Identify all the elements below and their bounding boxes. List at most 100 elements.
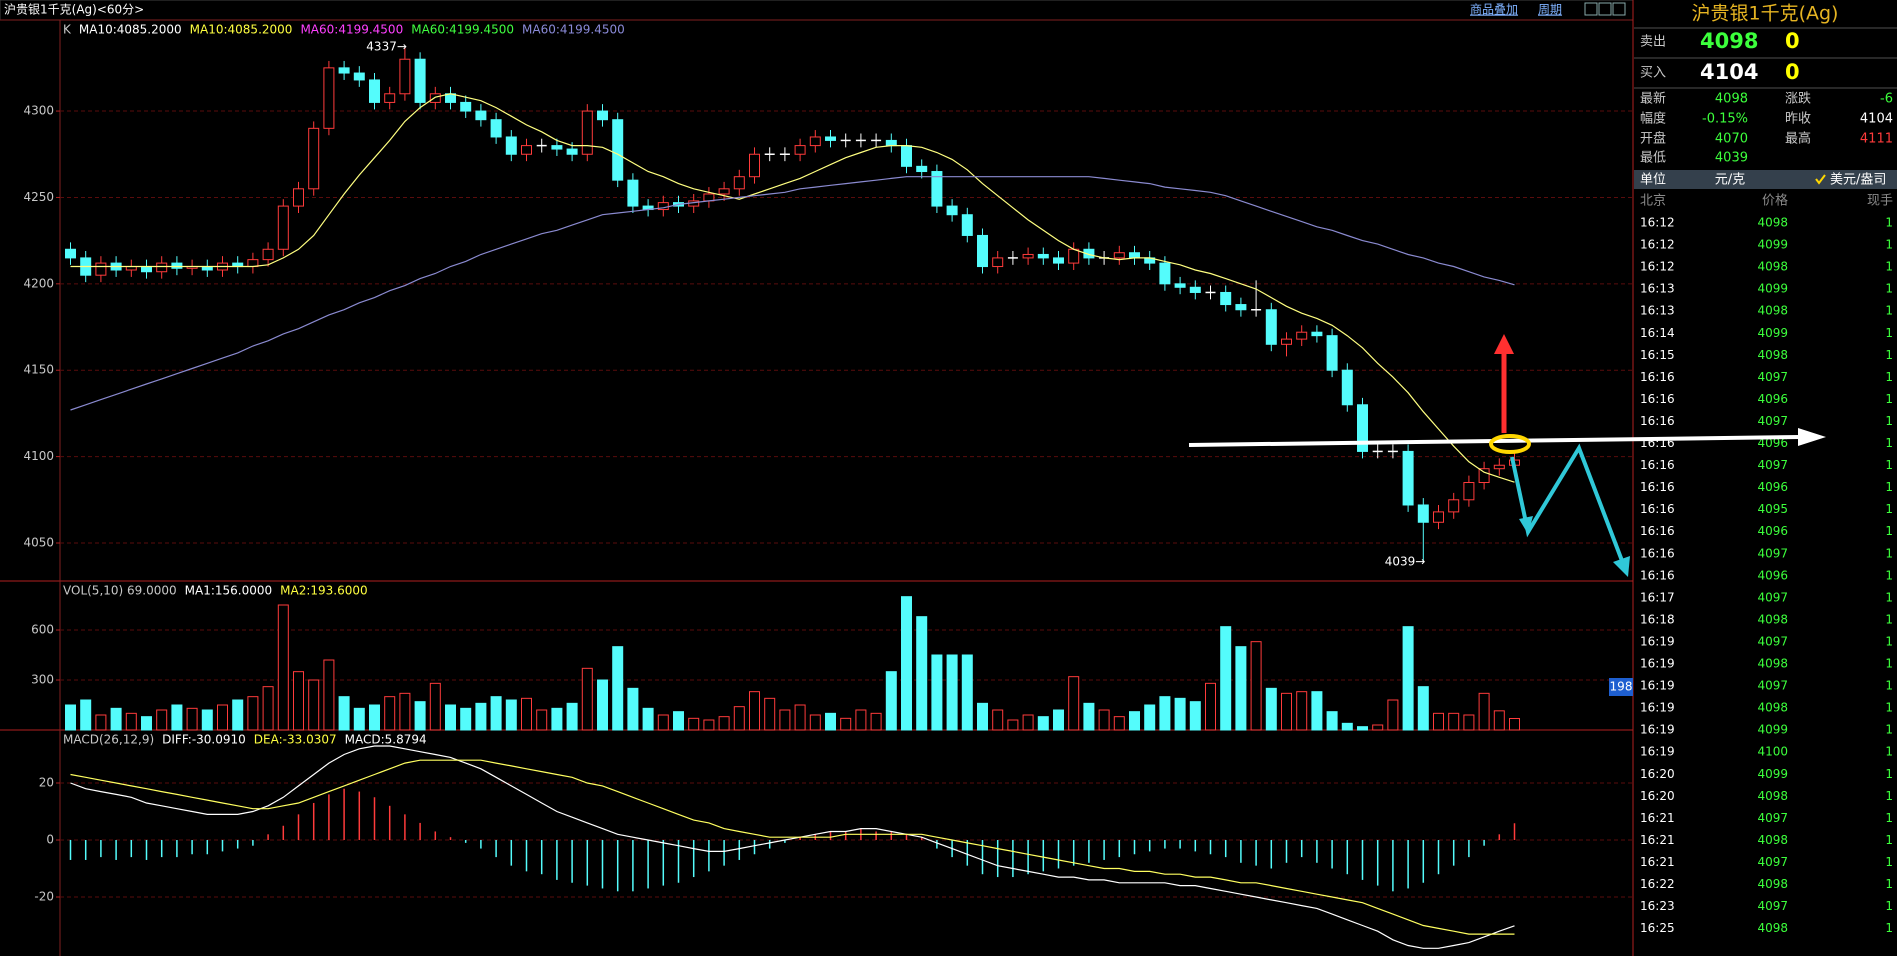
tick-price: 4096 — [1757, 568, 1788, 582]
menu-item[interactable]: 商品叠加 — [1470, 2, 1518, 17]
plot-area: 4050 4100 4150 4200 4250 4300 K MA10:4085.2000 M… — [23, 23, 1633, 949]
candle-body — [1478, 468, 1490, 484]
tick-time: 16:17 — [1640, 590, 1675, 604]
tick-qty: 1 — [1885, 855, 1893, 869]
candle-body — [1068, 248, 1080, 264]
candle-body — [885, 139, 897, 147]
arrow-head — [1798, 428, 1826, 446]
volume-bar — [1417, 686, 1429, 731]
check-icon — [1815, 174, 1826, 185]
volume-bar — [992, 709, 1004, 731]
volume-bar — [1083, 702, 1095, 731]
volume-bar — [901, 596, 912, 731]
candle-body — [825, 136, 836, 141]
tick-price: 4097 — [1757, 590, 1788, 604]
stat-label: 幅度 — [1640, 111, 1666, 127]
stat-label: 最低 — [1640, 151, 1666, 166]
tick-price: 4098 — [1757, 701, 1788, 715]
tick-price: 4098 — [1757, 260, 1788, 274]
volume-bar — [718, 716, 730, 731]
volume-bar — [141, 716, 152, 731]
tick-price: 4098 — [1757, 216, 1788, 230]
arrow-head — [1519, 516, 1533, 534]
tick-qty: 1 — [1885, 612, 1893, 626]
y-tick-label: 4250 — [23, 190, 54, 204]
candle-body — [1022, 253, 1034, 259]
legend-entry: MA1:156.0000 — [185, 584, 273, 598]
volume-bar — [1372, 724, 1384, 731]
volume-bar — [931, 654, 943, 731]
quote-title-bar — [1634, 0, 1897, 28]
tick-time: 16:16 — [1640, 502, 1675, 516]
candle-body — [399, 58, 411, 95]
candle-body — [1433, 511, 1444, 523]
stat-label: 最新 — [1640, 91, 1666, 107]
volume-bar — [277, 604, 289, 731]
icon-button[interactable] — [1612, 2, 1626, 16]
buy-price: 4104 — [1700, 60, 1758, 84]
volume-bar — [1250, 641, 1262, 731]
tick-price: 4099 — [1757, 326, 1788, 340]
candle-body — [1357, 404, 1368, 452]
tick-time: 16:19 — [1640, 701, 1675, 715]
stat-value: -6 — [1880, 92, 1893, 107]
y-tick-label: 600 — [31, 623, 54, 637]
tick-price: 4097 — [1757, 634, 1788, 648]
volume-bar — [1326, 711, 1338, 731]
candle-body — [749, 153, 760, 178]
legend-entry: K — [63, 23, 72, 37]
candle-body — [551, 145, 563, 150]
stat-value: 4070 — [1715, 132, 1748, 147]
candle-body — [566, 148, 578, 155]
volume-bar — [171, 704, 183, 731]
tick-qty: 1 — [1885, 745, 1893, 759]
tick-time: 16:16 — [1640, 392, 1675, 406]
tick-time: 16:25 — [1640, 921, 1675, 935]
volume-bar — [855, 709, 867, 731]
unit-value[interactable]: 元/克 — [1715, 173, 1745, 188]
volume-bar — [353, 707, 365, 731]
tick-time: 16:21 — [1640, 833, 1675, 847]
menu-item[interactable]: 周期 — [1538, 3, 1562, 17]
volume-bar — [1402, 626, 1414, 731]
volume-bar — [809, 714, 821, 731]
candle-body — [703, 193, 715, 202]
ticks-table: 16:12 4098 1 16:12 4099 1 16:12 4098 1 16:13 4099 1… — [1640, 216, 1893, 936]
table-header: 北京 — [1640, 194, 1666, 209]
volume-bar — [1493, 710, 1505, 731]
candle-body — [718, 188, 730, 195]
arrow-head — [1494, 334, 1514, 354]
arrow-line — [1510, 443, 1626, 567]
tick-qty: 1 — [1885, 414, 1893, 428]
candle-body — [141, 266, 152, 273]
volume-bar — [946, 654, 958, 731]
volume-bar — [1478, 692, 1490, 731]
tick-price: 4098 — [1757, 789, 1788, 803]
stat-value: -0.15% — [1702, 112, 1748, 127]
tick-price: 4097 — [1757, 855, 1788, 869]
stat-label: 开盘 — [1640, 131, 1666, 147]
tick-qty: 1 — [1885, 436, 1893, 450]
tick-price: 4098 — [1757, 612, 1788, 626]
tick-qty: 1 — [1885, 921, 1893, 935]
icon-button[interactable] — [1598, 2, 1612, 16]
volume-bar — [977, 702, 988, 731]
table-header: 现手 — [1867, 194, 1893, 209]
tick-qty: 1 — [1885, 238, 1893, 252]
drawing-overlay — [1188, 334, 1826, 577]
volume-bar — [1068, 676, 1080, 731]
tick-qty: 1 — [1885, 458, 1893, 472]
icon-button[interactable] — [1584, 2, 1598, 16]
volume-bar — [825, 712, 836, 731]
volume-bar — [673, 711, 684, 731]
tick-time: 16:21 — [1640, 855, 1675, 869]
tick-price: 4096 — [1757, 480, 1788, 494]
tick-price: 4097 — [1757, 458, 1788, 472]
tick-qty: 1 — [1885, 701, 1893, 715]
candle-body — [1265, 309, 1277, 345]
tick-time: 16:16 — [1640, 546, 1675, 560]
quote-label: 卖出 — [1640, 35, 1666, 50]
unit-option[interactable]: 美元/盎司 — [1830, 173, 1886, 188]
volume-bar — [1205, 682, 1216, 731]
volume-bar — [1098, 709, 1110, 731]
